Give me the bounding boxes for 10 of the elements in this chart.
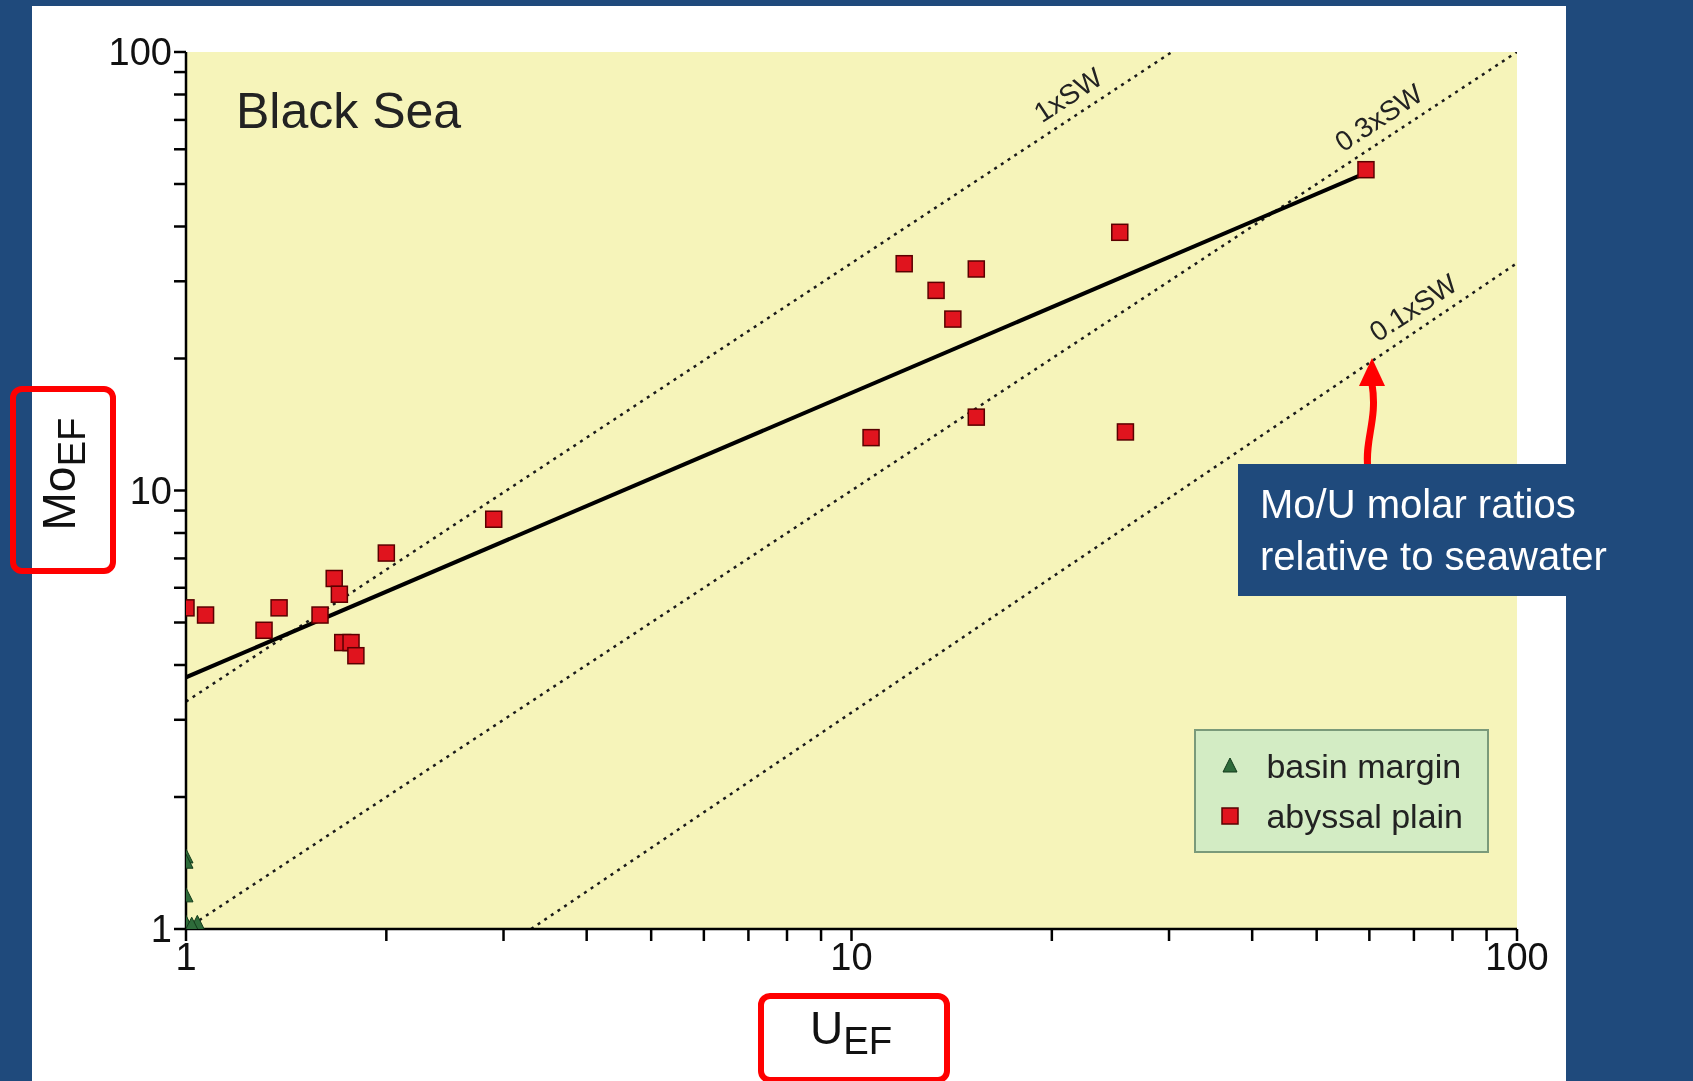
y-tick-label: 100: [108, 31, 172, 74]
x-tick-label: 100: [1485, 935, 1549, 978]
x-axis-title: U$_{EF}$: [809, 1002, 893, 1063]
y-tick-label: 10: [129, 469, 172, 512]
legend-label: abyssal plain: [1266, 796, 1463, 837]
x-tick-label: 10: [830, 935, 873, 978]
text: Black Sea: [236, 82, 462, 140]
legend-label: basin margin: [1266, 746, 1462, 787]
y-tick-label: 1: [150, 908, 172, 951]
annotation: Mo/U molar ratios relative to seawater: [1238, 464, 1672, 596]
